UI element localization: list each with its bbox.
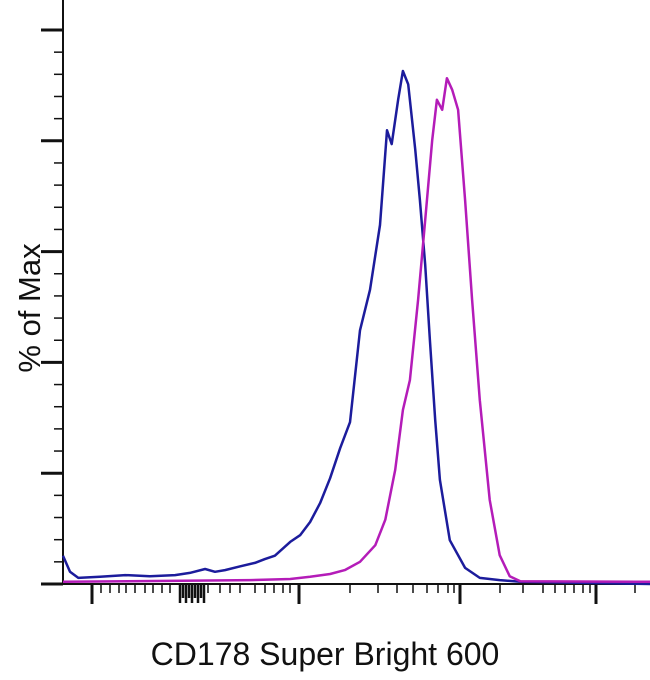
x-axis-label: CD178 Super Bright 600 xyxy=(150,636,500,672)
series-2-line xyxy=(62,76,650,584)
curves xyxy=(61,69,650,586)
y-axis-label: % of Max xyxy=(12,243,47,373)
axes xyxy=(41,0,650,604)
series-1-line xyxy=(61,69,650,586)
